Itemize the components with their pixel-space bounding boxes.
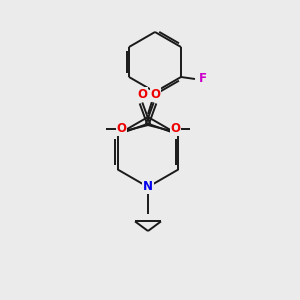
Text: O: O	[151, 88, 161, 101]
Text: O: O	[137, 88, 147, 101]
Text: F: F	[199, 73, 207, 85]
Text: O: O	[116, 122, 126, 135]
Text: N: N	[143, 181, 153, 194]
Text: O: O	[171, 122, 181, 135]
